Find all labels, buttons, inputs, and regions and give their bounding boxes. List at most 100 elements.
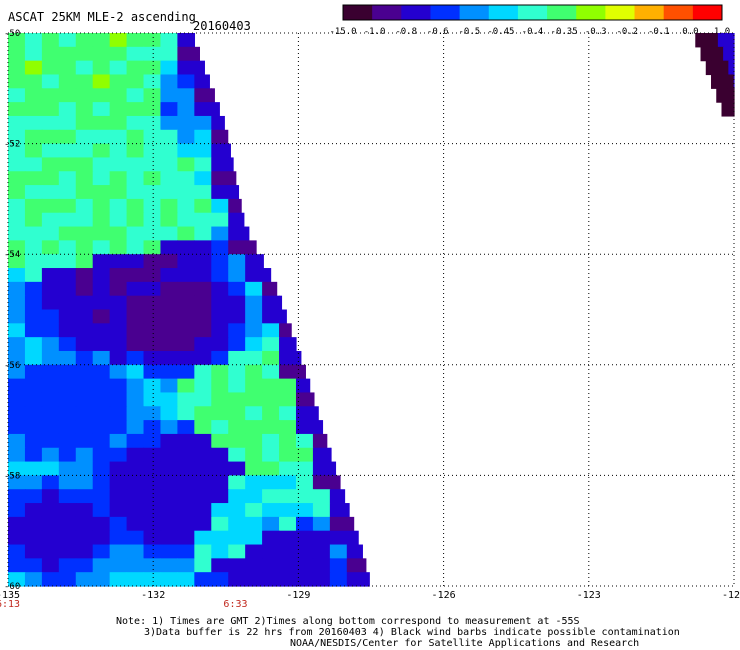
heatmap-cell (143, 489, 162, 504)
heatmap-cell (177, 503, 195, 518)
heatmap-cell (24, 530, 43, 546)
heatmap-cell (211, 503, 229, 518)
heatmap-cell (8, 475, 26, 490)
heatmap-cell (92, 88, 111, 103)
heatmap-cell (75, 378, 94, 394)
heatmap-cell (24, 516, 43, 532)
heatmap-cell (75, 572, 94, 587)
heatmap-cell (295, 420, 314, 435)
heatmap-cell (41, 309, 60, 324)
heatmap-cell (143, 33, 162, 48)
heatmap-cell (160, 281, 178, 297)
heatmap-cell (58, 350, 77, 366)
heatmap-cell (295, 558, 314, 573)
heatmap-cell (8, 226, 26, 241)
heatmap-cell (58, 337, 77, 352)
colorbar-segment (517, 5, 548, 20)
heatmap-cell (160, 447, 178, 463)
heatmap-cell (41, 129, 60, 145)
heatmap-cell (126, 74, 145, 89)
y-tick-label: -50 (4, 29, 20, 39)
heatmap-cell (58, 115, 77, 131)
colorbar-label: -0.1 (648, 27, 670, 37)
heatmap-cell (245, 406, 263, 421)
heatmap-cell (92, 129, 111, 145)
footnote-line-2: 3)Data buffer is 22 hrs from 20160403 4)… (144, 627, 680, 638)
heatmap-cell (194, 544, 212, 559)
heatmap-cell (194, 157, 212, 172)
heatmap-cell (58, 572, 77, 587)
heatmap-cell (194, 558, 212, 573)
heatmap-cell (211, 129, 229, 145)
heatmap-cell (126, 102, 145, 117)
colorbar-segment (401, 5, 431, 20)
heatmap-cell (228, 212, 245, 228)
heatmap-cell (92, 46, 111, 62)
heatmap-cell (143, 530, 162, 546)
heatmap-cell (262, 378, 280, 394)
heatmap-cell (279, 433, 297, 449)
heatmap-cell (228, 254, 246, 269)
heatmap-cell (92, 309, 111, 324)
heatmap-cell (58, 198, 77, 214)
colorbar-label: -0.2 (616, 27, 638, 37)
heatmap-cell (177, 129, 195, 145)
heatmap-cell (211, 461, 229, 476)
heatmap-cell (211, 378, 229, 394)
heatmap-cell (194, 212, 212, 228)
heatmap-cell (41, 530, 60, 546)
heatmap-cell (160, 337, 178, 352)
heatmap-cell (58, 530, 77, 546)
heatmap-cell (75, 295, 94, 311)
heatmap-cell (211, 530, 229, 546)
heatmap-cell (143, 378, 162, 394)
heatmap-cell (245, 447, 263, 463)
heatmap-cell (58, 295, 77, 311)
heatmap-cell (295, 447, 314, 463)
heatmap-cell (711, 46, 724, 62)
heatmap-cell (160, 33, 178, 48)
heatmap-cell (346, 558, 365, 573)
heatmap-cell (126, 323, 145, 338)
heatmap-cell (329, 461, 337, 476)
heatmap-cell (295, 392, 314, 407)
heatmap-cell (262, 350, 280, 366)
heatmap-cell (109, 115, 128, 131)
heatmap-cells (8, 33, 735, 587)
heatmap-cell (177, 198, 195, 214)
heatmap-cell (177, 447, 195, 463)
heatmap-cell (194, 475, 212, 490)
heatmap-cell (109, 475, 128, 490)
colorbar-label: -15.0 (329, 27, 356, 37)
heatmap-cell (109, 323, 128, 338)
heatmap-cell (160, 295, 178, 311)
heatmap-cell (92, 143, 111, 159)
heatmap-cell (160, 475, 178, 490)
heatmap-cell (92, 461, 111, 476)
heatmap-cell (41, 447, 60, 463)
heatmap-cell (41, 74, 60, 89)
heatmap-cell (126, 572, 145, 587)
heatmap-cell (109, 530, 128, 546)
heatmap-cell (312, 516, 331, 532)
heatmap-cell (228, 295, 246, 311)
heatmap-cell (262, 489, 280, 504)
x-tick-label: -129 (286, 590, 310, 601)
heatmap-cell (312, 461, 331, 476)
heatmap-cell (228, 503, 246, 518)
heatmap-cell (346, 503, 350, 518)
heatmap-cell (41, 46, 60, 62)
heatmap-cell (126, 212, 145, 228)
heatmap-cell (143, 254, 162, 269)
heatmap-cell (262, 323, 280, 338)
heatmap-cell (228, 558, 246, 573)
heatmap-cell (211, 447, 229, 463)
heatmap-cell (363, 558, 367, 573)
heatmap-cell (109, 143, 128, 159)
x-tick-label: -135 (0, 590, 20, 601)
heatmap-cell (92, 240, 111, 255)
heatmap-cell (245, 378, 263, 394)
heatmap-cell (143, 157, 162, 172)
heatmap-cell (24, 350, 43, 366)
heatmap-cell (126, 544, 145, 559)
